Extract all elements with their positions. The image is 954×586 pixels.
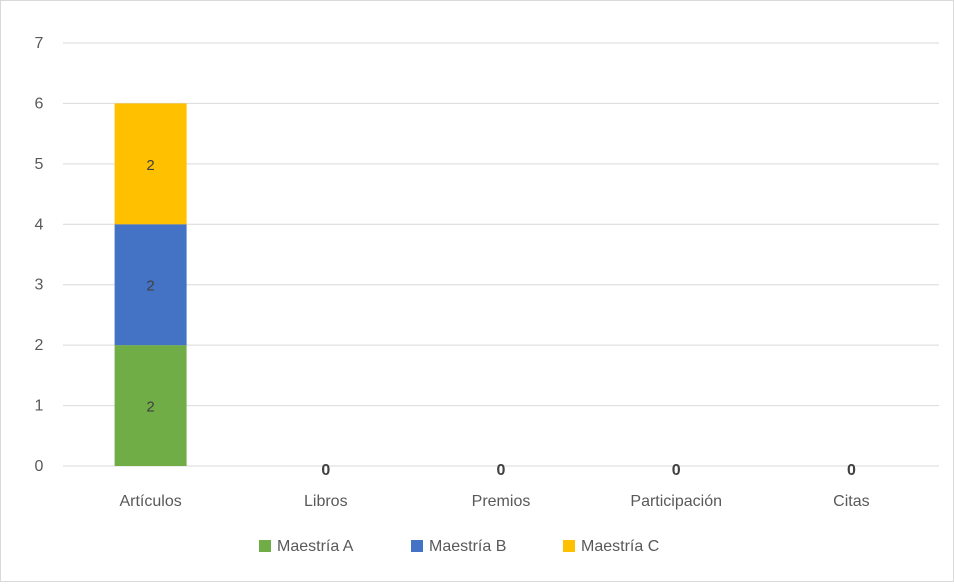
y-tick-label: 5 (35, 156, 44, 173)
bar-segment-maestría-a (114, 345, 187, 466)
y-tick-label: 7 (35, 35, 44, 52)
gridlines (63, 42, 939, 467)
y-tick-label: 3 (35, 277, 44, 294)
x-tick-label: Premios (472, 493, 531, 510)
data-labels: 2 2 2 0 0 0 0 (146, 157, 856, 479)
data-label: 2 (146, 278, 154, 295)
x-tick-label: Artículos (119, 493, 181, 510)
bars (114, 103, 187, 466)
y-axis-ticks: 0 1 2 3 4 5 6 7 (35, 35, 44, 475)
data-label: 2 (146, 399, 154, 416)
bar-segment-maestría-b (114, 224, 187, 346)
legend: Maestría A Maestría B Maestría C (259, 538, 659, 555)
y-tick-label: 4 (35, 216, 44, 233)
x-axis-ticks: Artículos Libros Premios Participación Citas (119, 493, 869, 510)
y-tick-label: 6 (35, 95, 44, 112)
data-label: 2 (146, 157, 154, 174)
zero-total-label: 0 (497, 462, 506, 479)
zero-total-label: 0 (847, 462, 856, 479)
y-tick-label: 1 (35, 398, 44, 415)
x-tick-label: Libros (304, 493, 348, 510)
zero-total-label: 0 (672, 462, 681, 479)
legend-swatch (563, 540, 575, 552)
legend-swatch (259, 540, 271, 552)
bar-segment-maestría-c (114, 103, 187, 225)
x-tick-label: Participación (630, 493, 722, 510)
zero-total-label: 0 (321, 462, 330, 479)
x-tick-label: Citas (833, 493, 869, 510)
legend-label: Maestría B (429, 538, 506, 555)
legend-swatch (411, 540, 423, 552)
y-tick-label: 0 (35, 458, 44, 475)
legend-label: Maestría A (277, 538, 354, 555)
y-tick-label: 2 (35, 337, 44, 354)
legend-label: Maestría C (581, 538, 659, 555)
